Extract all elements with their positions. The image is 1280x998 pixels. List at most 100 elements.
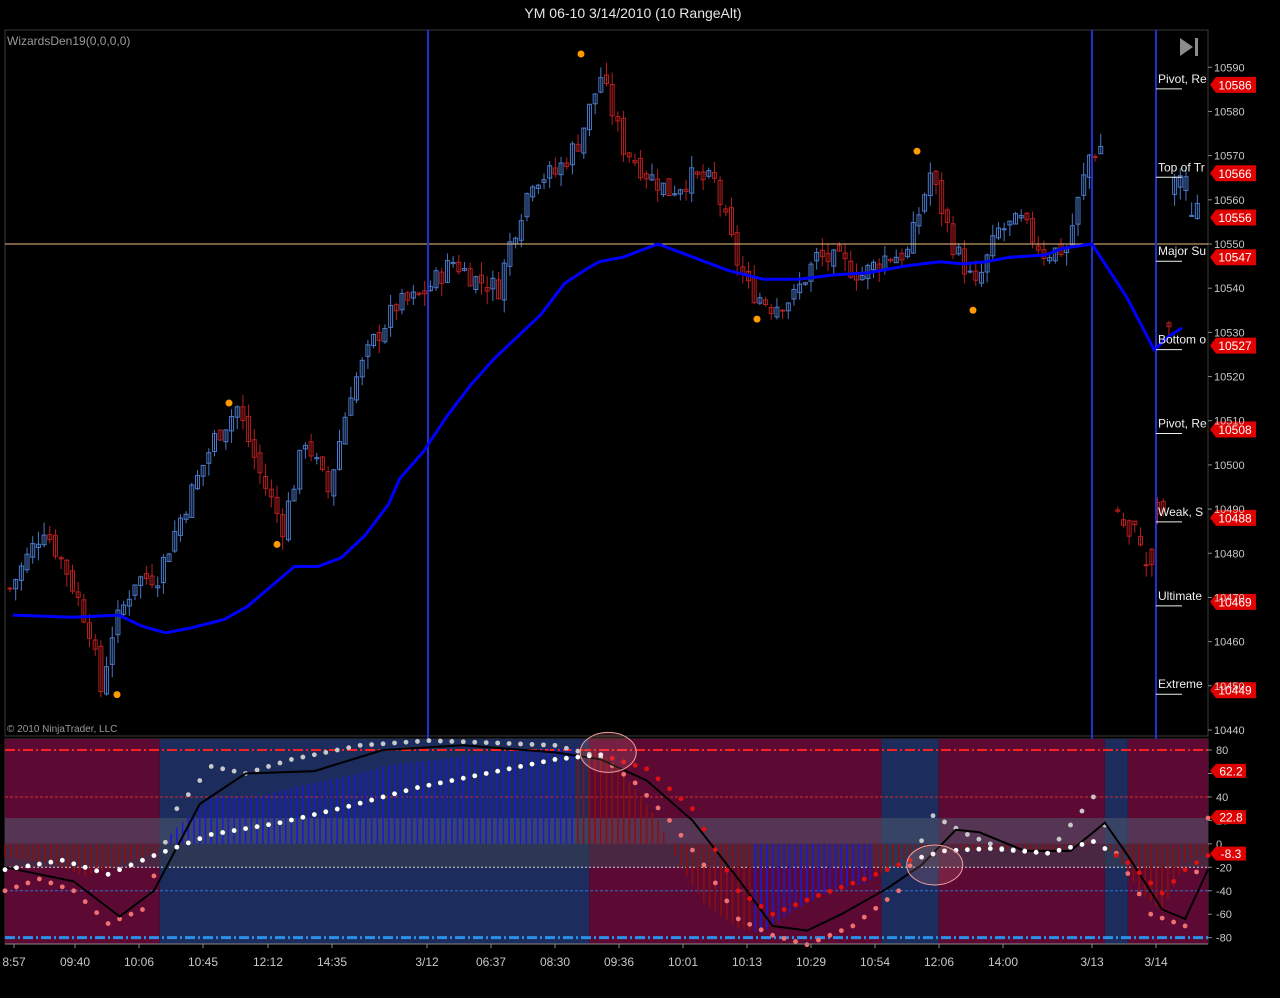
trend-dot — [403, 788, 409, 794]
end-bar-icon — [1195, 38, 1198, 56]
candle-body — [212, 433, 218, 452]
gray-dot — [369, 742, 375, 747]
trend-dot — [735, 888, 741, 894]
candle-body — [376, 332, 382, 341]
gray-dot — [1079, 808, 1085, 814]
level-tag-value: 10586 — [1218, 78, 1252, 92]
trend-dot — [1022, 848, 1028, 854]
candle-body — [234, 406, 240, 418]
candle-body — [564, 162, 570, 168]
level-tag-value: 10449 — [1218, 684, 1252, 698]
level-tag — [1210, 209, 1256, 226]
candle-body — [365, 344, 371, 357]
price-panel-frame — [4, 29, 1209, 737]
gray-dot — [277, 760, 283, 766]
skip-to-end-button[interactable] — [1174, 35, 1202, 59]
trend-dot — [369, 797, 375, 803]
candle-body — [1018, 214, 1024, 219]
trend-dot — [1136, 870, 1142, 876]
swing-marker — [913, 147, 921, 155]
candle-body — [586, 103, 592, 131]
x-axis-label: 12:12 — [253, 955, 283, 969]
candle-body — [200, 464, 206, 477]
candle-body — [325, 471, 331, 493]
trend-dot — [1125, 860, 1131, 866]
trend-dot — [311, 812, 317, 817]
trend-dot — [71, 861, 77, 867]
candle-body — [132, 584, 138, 596]
candle-body — [1132, 520, 1138, 526]
gray-dot — [185, 792, 191, 797]
candle-body — [149, 575, 155, 586]
price-axis-label: 10550 — [1214, 239, 1245, 251]
candle-body — [956, 246, 962, 255]
candle-body — [155, 585, 161, 589]
candle-body — [757, 297, 763, 304]
price-axis-label: 10560 — [1214, 195, 1245, 207]
signal-line — [4, 744, 1209, 932]
gray-dot — [632, 780, 638, 786]
candle-body — [183, 513, 189, 520]
level-label: Top of Tr — [1158, 160, 1205, 174]
trend-dot — [541, 759, 546, 765]
trend-dot — [518, 764, 523, 769]
price-axis-label: 10530 — [1214, 327, 1245, 339]
x-axis-label: 10:06 — [124, 955, 154, 969]
gray-dot — [140, 907, 145, 912]
trend-dot — [873, 871, 879, 877]
trend-dot — [1091, 839, 1096, 844]
gray-dot — [266, 764, 271, 769]
trend-dot — [529, 761, 535, 767]
candle-body — [990, 235, 996, 257]
candle-body — [1047, 257, 1053, 262]
level-label: Ultimate — [1158, 589, 1202, 603]
gray-dot — [311, 752, 317, 758]
candle-body — [1120, 519, 1126, 526]
trend-dot — [976, 846, 982, 852]
level-tag — [1210, 682, 1256, 699]
trend-dot — [1045, 850, 1050, 856]
gray-dot — [552, 742, 558, 748]
candle-body — [592, 93, 598, 105]
candle-body — [359, 359, 365, 378]
gray-dot — [415, 739, 420, 744]
gray-dot — [690, 847, 695, 853]
candle-body — [802, 282, 808, 285]
level-tag-value: 10508 — [1218, 423, 1252, 437]
x-axis-label: 8:57 — [2, 955, 26, 969]
price-axis-label: 10580 — [1214, 106, 1245, 118]
candle-body — [58, 557, 64, 560]
trend-dot — [277, 820, 283, 826]
gray-dot — [437, 738, 443, 744]
candle-body — [507, 241, 513, 267]
candle-body — [967, 270, 973, 273]
candle-body — [825, 252, 831, 263]
gray-dot — [357, 742, 363, 748]
candle-body — [1035, 245, 1041, 251]
indicator-label: WizardsDen19(0,0,0,0) — [7, 34, 130, 48]
candle-body — [160, 556, 166, 584]
gray-dot — [575, 748, 581, 754]
trend-dot — [770, 911, 776, 917]
candle-body — [24, 553, 30, 571]
gray-dot — [426, 738, 432, 744]
candle-body — [104, 666, 110, 695]
x-axis-label: 10:45 — [188, 955, 218, 969]
trend-dot — [655, 776, 661, 782]
candle-body — [382, 327, 388, 343]
candle-body — [92, 639, 98, 650]
oscillator-axis-label: -40 — [1216, 886, 1232, 898]
candle-body — [649, 174, 655, 181]
gray-dot — [231, 768, 237, 774]
gray-dot — [483, 740, 489, 746]
gray-dot — [94, 910, 100, 916]
trend-dot — [1102, 846, 1108, 851]
candle-body — [763, 299, 769, 306]
gray-dot — [896, 888, 902, 894]
trend-dot — [25, 863, 31, 869]
candle-body — [922, 194, 928, 212]
candle-body — [859, 275, 865, 281]
swing-marker — [969, 306, 977, 314]
copyright-label: © 2010 NinjaTrader, LLC — [7, 724, 117, 735]
candle-body — [728, 207, 734, 236]
